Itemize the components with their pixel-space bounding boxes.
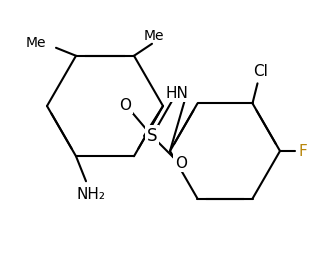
Text: S: S [147,127,157,145]
Text: F: F [299,144,308,158]
Text: Me: Me [25,36,46,50]
Text: NH₂: NH₂ [77,187,105,202]
Text: Cl: Cl [253,64,268,79]
Text: HN: HN [166,86,188,100]
Text: O: O [119,98,131,112]
Text: O: O [175,156,187,170]
Text: Me: Me [144,29,164,43]
